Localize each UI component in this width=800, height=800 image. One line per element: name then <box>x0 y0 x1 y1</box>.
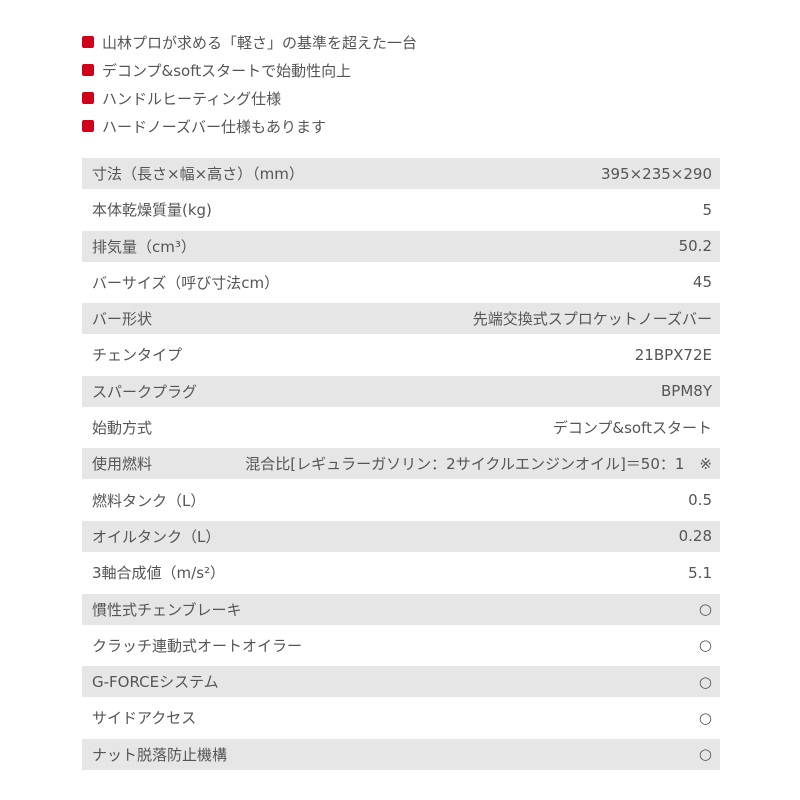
spec-label: 燃料タンク（L） <box>92 491 206 510</box>
feature-list: 山林プロが求める「軽さ」の基準を超えた一台 デコンプ&softスタートで始動性向上… <box>82 28 417 140</box>
spec-value: ○ <box>698 672 712 691</box>
spec-label: スパークプラグ <box>92 382 198 401</box>
spec-row: ナット脱落防止機構 ○ <box>82 738 720 770</box>
spec-value: ○ <box>698 636 712 655</box>
spec-row: サイドアクセス ○ <box>82 702 720 733</box>
spec-label: 寸法（長さ×幅×高さ）（mm） <box>92 165 304 183</box>
spec-label: 使用燃料 <box>92 455 153 474</box>
red-square-bullet-icon <box>82 92 94 104</box>
red-square-bullet-icon <box>82 36 94 48</box>
spec-label: 始動方式 <box>92 419 153 438</box>
spec-label: クラッチ連動式オートオイラー <box>92 636 303 655</box>
feature-text: 山林プロが求める「軽さ」の基準を超えた一台 <box>102 33 418 52</box>
spec-label: 3軸合成値（m/s²） <box>92 564 226 583</box>
spec-value: 0.28 <box>678 527 712 546</box>
spec-row: オイルタンク（L） 0.28 <box>82 520 720 552</box>
spec-value: 21BPX72E <box>634 345 712 364</box>
spec-row: 本体乾燥質量(kg) 5 <box>82 194 720 225</box>
spec-value: デコンプ&softスタート <box>552 419 712 438</box>
spec-row: 燃料タンク（L） 0.5 <box>82 485 720 516</box>
feature-item: 山林プロが求める「軽さ」の基準を超えた一台 <box>82 28 417 56</box>
spec-row: 3軸合成値（m/s²） 5.1 <box>82 557 720 588</box>
spec-label: バーサイズ（呼び寸法cm） <box>92 273 280 292</box>
spec-table: 寸法（長さ×幅×高さ）（mm） 395×235×290 本体乾燥質量(kg) 5 排気量… <box>82 158 720 775</box>
feature-item: ハンドルヒーティング仕様 <box>82 84 417 112</box>
feature-text: ハードノーズバー仕様もあります <box>102 117 326 136</box>
spec-row: バー形状 先端交換式スプロケットノーズバー <box>82 303 720 335</box>
spec-label: G-FORCEシステム <box>92 673 219 692</box>
spec-label: 本体乾燥質量(kg) <box>92 201 212 220</box>
red-square-bullet-icon <box>82 64 94 76</box>
spec-row: 寸法（長さ×幅×高さ）（mm） 395×235×290 <box>82 158 720 189</box>
spec-label: バー形状 <box>92 310 153 329</box>
red-square-bullet-icon <box>82 120 94 132</box>
spec-value: 395×235×290 <box>600 164 712 183</box>
spec-label: 慣性式チェンブレーキ <box>92 600 242 619</box>
spec-label: 排気量（cm³） <box>92 237 196 256</box>
spec-value: 5.1 <box>688 563 712 582</box>
spec-label: ナット脱落防止機構 <box>92 745 228 764</box>
spec-value: ○ <box>698 600 712 619</box>
spec-row: バーサイズ（呼び寸法cm） 45 <box>82 267 720 298</box>
spec-label: オイルタンク（L） <box>92 527 221 546</box>
spec-value: 混合比[レギュラーガソリン：2サイクルエンジンオイル]＝50：1 ※ <box>245 455 712 474</box>
feature-text: デコンプ&softスタートで始動性向上 <box>102 61 352 80</box>
spec-row: 排気量（cm³） 50.2 <box>82 230 720 262</box>
spec-value: ○ <box>698 708 712 727</box>
spec-row: 慣性式チェンブレーキ ○ <box>82 593 720 625</box>
spec-row: チェンタイプ 21BPX72E <box>82 339 720 370</box>
feature-item: ハードノーズバー仕様もあります <box>82 112 417 140</box>
spec-value: ○ <box>698 745 712 764</box>
feature-item: デコンプ&softスタートで始動性向上 <box>82 56 417 84</box>
spec-value: 5 <box>702 200 712 219</box>
spec-row: スパークプラグ BPM8Y <box>82 375 720 407</box>
spec-value: 50.2 <box>678 237 712 256</box>
spec-row: クラッチ連動式オートオイラー ○ <box>82 630 720 661</box>
spec-label: サイドアクセス <box>92 709 197 728</box>
spec-label: チェンタイプ <box>92 346 183 365</box>
spec-value: 先端交換式スプロケットノーズバー <box>472 310 712 329</box>
spec-value: 0.5 <box>688 491 712 510</box>
spec-value: 45 <box>692 273 712 292</box>
spec-value: BPM8Y <box>661 382 712 401</box>
spec-row: 始動方式 デコンプ&softスタート <box>82 412 720 443</box>
spec-row: 使用燃料 混合比[レギュラーガソリン：2サイクルエンジンオイル]＝50：1 ※ <box>82 448 720 480</box>
feature-text: ハンドルヒーティング仕様 <box>102 89 282 108</box>
spec-row: G-FORCEシステム ○ <box>82 666 720 698</box>
